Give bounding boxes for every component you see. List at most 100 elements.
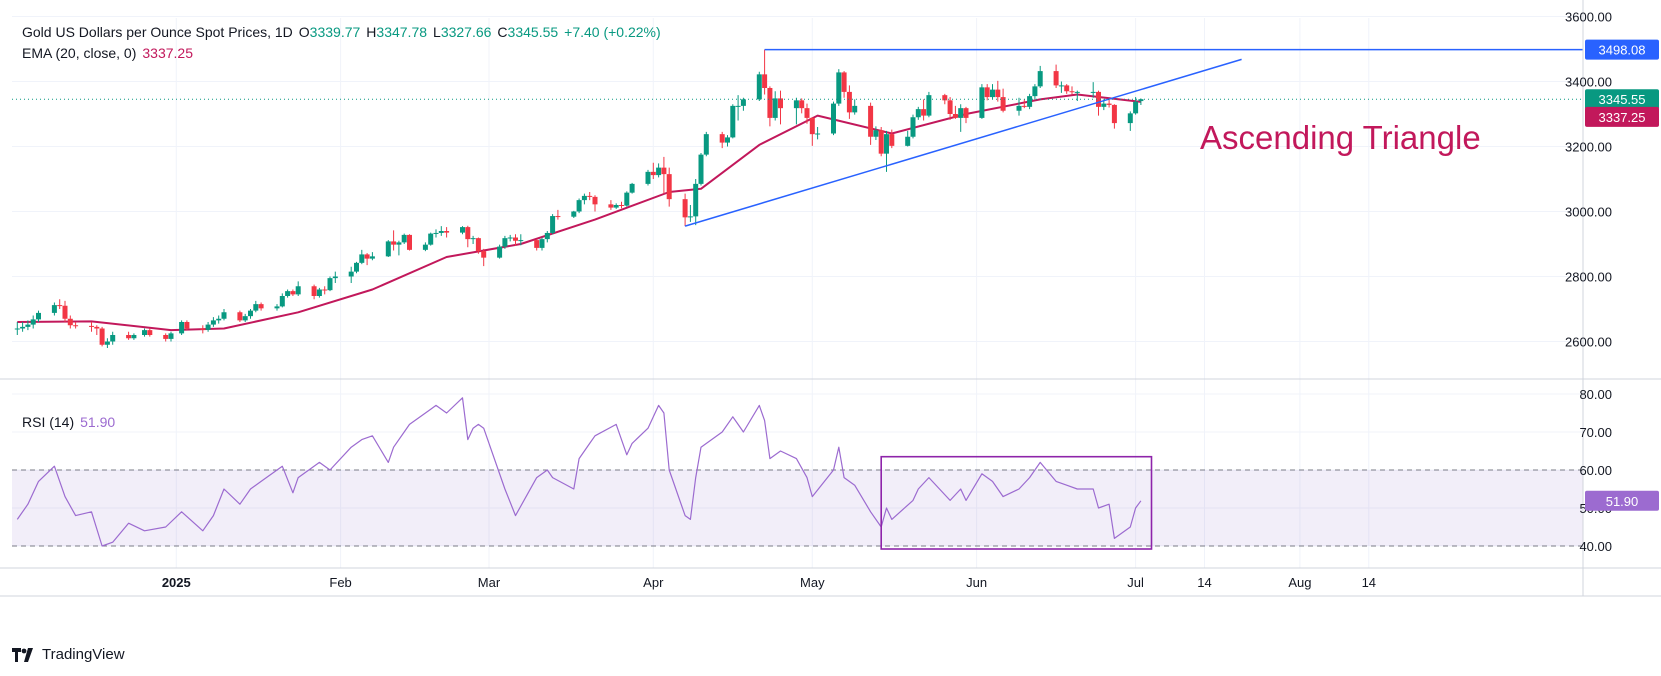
- high-value: 3347.78: [376, 24, 428, 40]
- candle-body: [947, 100, 953, 114]
- time-tick-label: May: [800, 575, 825, 590]
- candle-body: [1127, 113, 1133, 124]
- candle-body: [958, 108, 964, 118]
- candles: [14, 49, 1144, 348]
- candle-body: [248, 310, 253, 317]
- candle: [396, 240, 402, 256]
- candle-body: [258, 304, 264, 309]
- candle: [51, 302, 57, 316]
- candle: [242, 313, 248, 322]
- rsi-band-fill: [12, 470, 1583, 546]
- candle: [693, 179, 699, 226]
- candle: [1027, 93, 1033, 110]
- candle-body: [831, 103, 836, 134]
- candle-body: [1027, 96, 1033, 107]
- open-label: O: [298, 24, 310, 40]
- candle-body: [979, 87, 985, 118]
- candle: [793, 97, 799, 125]
- candle-body: [1069, 91, 1075, 93]
- candle: [889, 129, 895, 149]
- ema-label: EMA (20, close, 0): [22, 45, 137, 61]
- candle: [369, 252, 375, 261]
- candle-body: [921, 109, 927, 116]
- candle-body: [30, 319, 36, 325]
- candle: [703, 131, 709, 157]
- candle: [852, 99, 858, 115]
- candle-body: [687, 216, 693, 218]
- candle-body: [571, 211, 577, 217]
- pattern-annotation: Ascending Triangle: [1200, 119, 1481, 156]
- candle: [99, 326, 105, 347]
- candle-body: [868, 105, 874, 137]
- candle: [995, 80, 1001, 102]
- candle: [550, 214, 556, 235]
- candle: [1111, 104, 1117, 129]
- candle: [285, 289, 291, 298]
- candle-body: [470, 238, 476, 240]
- candle: [57, 299, 63, 309]
- candle: [666, 167, 672, 207]
- time-tick-label: Apr: [643, 575, 664, 590]
- candle: [248, 309, 253, 319]
- candle: [62, 300, 68, 322]
- candle: [497, 244, 503, 259]
- tradingview-logo[interactable]: TradingView: [12, 646, 125, 663]
- candle-body: [142, 330, 147, 335]
- candle-body: [793, 100, 799, 109]
- candle-body: [438, 231, 444, 233]
- candle: [25, 320, 31, 331]
- candle-body: [592, 196, 598, 205]
- candle: [921, 99, 927, 121]
- candle: [216, 315, 222, 324]
- candle: [438, 226, 444, 236]
- candle: [799, 98, 805, 114]
- candle-body: [433, 232, 439, 234]
- candle: [348, 266, 354, 283]
- candle: [385, 240, 391, 257]
- candle: [878, 127, 884, 157]
- candle-body: [915, 109, 921, 118]
- candle: [1069, 86, 1075, 95]
- candle: [428, 232, 434, 246]
- candle: [147, 328, 153, 337]
- ema-legend: EMA (20, close, 0) 3337.25: [22, 45, 199, 61]
- candle: [110, 331, 116, 345]
- candle-body: [587, 195, 593, 197]
- candle-body: [184, 322, 190, 329]
- candle-body: [407, 234, 412, 250]
- candle: [422, 242, 428, 252]
- candle: [661, 156, 667, 194]
- candle-body: [126, 335, 132, 339]
- price-legend: Gold US Dollars per Ounce Spot Prices, 1…: [22, 24, 667, 40]
- time-tick-label: Jul: [1127, 575, 1144, 590]
- candle: [762, 49, 768, 95]
- candle: [1016, 97, 1022, 116]
- candle: [89, 322, 94, 332]
- candle: [470, 235, 476, 244]
- candle: [608, 200, 614, 210]
- candle: [401, 233, 407, 244]
- triangle-lines[interactable]: [12, 48, 1583, 227]
- candle: [534, 239, 540, 251]
- ema-price-label: 3337.25: [1585, 106, 1659, 127]
- candle-body: [274, 306, 280, 309]
- brand-name: TradingView: [42, 646, 125, 663]
- candle-body: [762, 74, 768, 88]
- candle-body: [581, 195, 587, 201]
- candle-body: [94, 326, 100, 329]
- candle-body: [200, 328, 206, 330]
- candle-body: [656, 167, 662, 176]
- candle: [444, 227, 450, 238]
- candle-body: [1106, 103, 1112, 105]
- candle-body: [624, 192, 630, 206]
- candle: [73, 322, 79, 329]
- candle: [809, 117, 815, 146]
- candle: [1032, 84, 1038, 100]
- candle: [316, 287, 322, 298]
- candle-body: [364, 254, 370, 259]
- candle-body: [942, 95, 948, 101]
- candle: [104, 338, 110, 348]
- candle-body: [1133, 101, 1139, 114]
- candle-body: [518, 240, 524, 242]
